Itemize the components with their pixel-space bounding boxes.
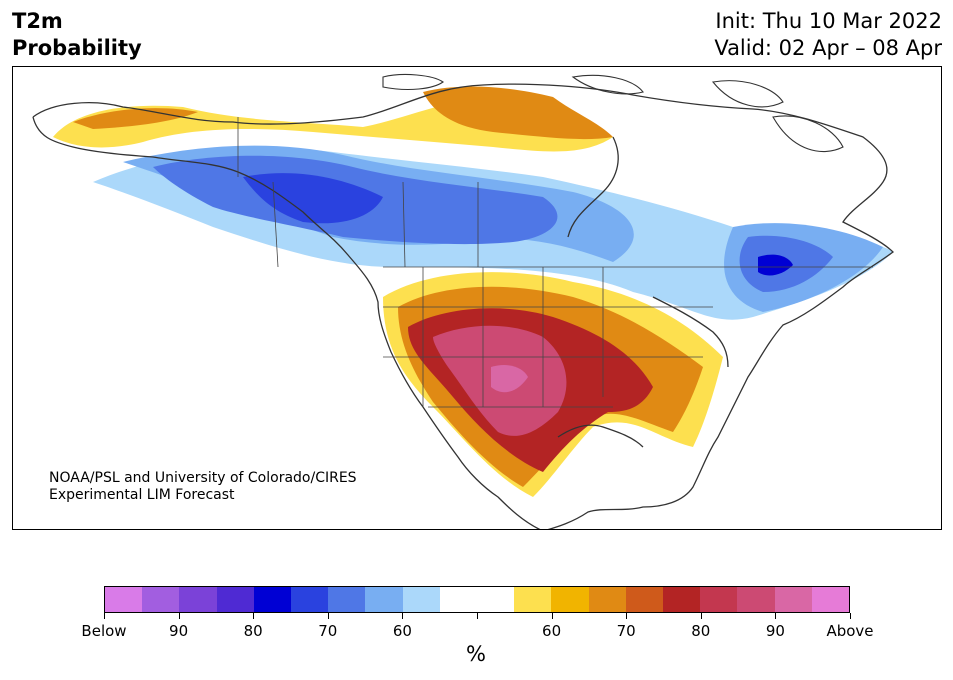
colorbar-segment [774, 587, 812, 612]
map-canvas [32, 73, 894, 529]
colorbar-tick [104, 613, 105, 619]
colorbar-segment [514, 587, 552, 612]
colorbar-segment [700, 587, 738, 612]
colorbar-segment [663, 587, 701, 612]
colorbar-tick-label: 70 [318, 622, 338, 640]
colorbar-tick [850, 613, 851, 619]
below-normal-core-region [243, 173, 383, 224]
political-borders [237, 117, 873, 408]
colorbar-segment [105, 587, 143, 612]
coastlines [32, 83, 894, 529]
colorbar-tick [700, 613, 702, 619]
colorbar-segment [216, 587, 254, 612]
colorbar-tick-label: 90 [169, 622, 189, 640]
colorbar-tick-label: Above [826, 622, 874, 640]
colorbar-segment [365, 587, 403, 612]
colorbar-tick [477, 613, 478, 619]
colorbar-unit: % [466, 642, 486, 666]
probability-colorbar [104, 586, 850, 613]
title-line-2: Probability [12, 36, 142, 60]
colorbar-segment [439, 587, 478, 612]
colorbar-segment [737, 587, 775, 612]
colorbar-labels: Below 90 80 70 60 60 70 80 90 Above [81, 613, 874, 643]
below-normal-east-core-region [758, 254, 793, 276]
colorbar-segment [402, 587, 440, 612]
colorbar-tick-label: 60 [542, 622, 562, 640]
colorbar-segment [142, 587, 180, 612]
colorbar-tick-label: 60 [392, 622, 412, 640]
colorbar-tick [327, 613, 329, 619]
colorbar-segment [588, 587, 626, 612]
colorbar-segment [477, 587, 515, 612]
colorbar-tick-label: 70 [616, 622, 636, 640]
colorbar-tick [626, 613, 628, 619]
colorbar-tick-label: 90 [765, 622, 785, 640]
map-title: T2m Probability [12, 8, 142, 62]
forecast-map [12, 66, 942, 530]
colorbar-segment [551, 587, 589, 612]
forecast-dates: Init: Thu 10 Mar 2022 Valid: 02 Apr – 08… [714, 8, 942, 62]
above-normal-north-orange [73, 86, 613, 140]
attribution-line-1: NOAA/PSL and University of Colorado/CIRE… [49, 470, 357, 486]
colorbar-segment [625, 587, 664, 612]
colorbar-segment [328, 587, 366, 612]
colorbar-tick [402, 613, 404, 619]
colorbar-segment [179, 587, 217, 612]
colorbar-tick-label: Below [81, 622, 127, 640]
colorbar-tick [775, 613, 777, 619]
init-date: Init: Thu 10 Mar 2022 [715, 9, 942, 33]
above-normal-southwest-core [491, 365, 528, 393]
colorbar-segment [291, 587, 329, 612]
arctic-islands [382, 73, 844, 153]
colorbar-tick [551, 613, 553, 619]
colorbar-tick [178, 613, 180, 619]
colorbar-tick [253, 613, 255, 619]
attribution: NOAA/PSL and University of Colorado/CIRE… [49, 470, 357, 504]
valid-dates: Valid: 02 Apr – 08 Apr [714, 36, 942, 60]
colorbar-tick-label: 80 [691, 622, 711, 640]
colorbar-segment [811, 587, 850, 612]
attribution-line-2: Experimental LIM Forecast [49, 487, 235, 503]
colorbar-tick-label: 80 [243, 622, 263, 640]
title-line-1: T2m [12, 9, 63, 33]
colorbar-segment [253, 587, 292, 612]
